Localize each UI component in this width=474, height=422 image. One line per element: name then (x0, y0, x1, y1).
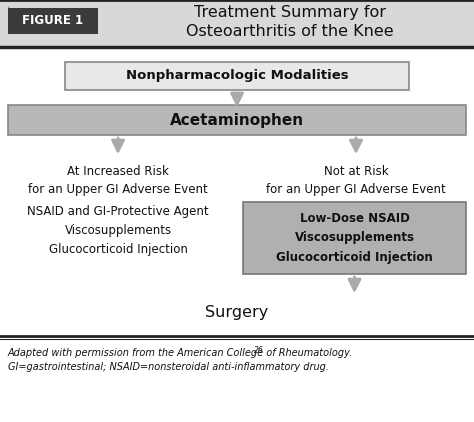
Bar (243, 202, 466, 274)
Text: Treatment Summary for: Treatment Summary for (194, 5, 386, 21)
Bar (0, 0, 474, 47)
Polygon shape (8, 6, 38, 34)
Text: Not at Risk
for an Upper GI Adverse Event: Not at Risk for an Upper GI Adverse Even… (266, 165, 446, 196)
Text: Osteoarthritis of the Knee: Osteoarthritis of the Knee (186, 24, 394, 40)
Text: Adapted with permission from the American College of Rheumatology.: Adapted with permission from the America… (8, 348, 353, 358)
Text: Low-Dose NSAID
Viscosupplements
Glucocorticoid Injection: Low-Dose NSAID Viscosupplements Glucocor… (276, 211, 433, 265)
Text: NSAID and GI-Protective Agent
Viscosupplements
Glucocorticoid Injection: NSAID and GI-Protective Agent Viscosuppl… (27, 205, 209, 256)
Text: Surgery: Surgery (205, 305, 269, 319)
Bar (8, 105, 466, 135)
Bar (65, 62, 409, 90)
Text: FIGURE 1: FIGURE 1 (22, 14, 83, 27)
Text: 26: 26 (254, 346, 263, 355)
Text: At Increased Risk
for an Upper GI Adverse Event: At Increased Risk for an Upper GI Advers… (28, 165, 208, 196)
Text: Nonpharmacologic Modalities: Nonpharmacologic Modalities (126, 70, 348, 82)
Text: Acetaminophen: Acetaminophen (170, 113, 304, 127)
Bar (8, 8, 98, 34)
Text: GI=gastrointestinal; NSAID=nonsteroidal anti-inflammatory drug.: GI=gastrointestinal; NSAID=nonsteroidal … (8, 362, 329, 372)
